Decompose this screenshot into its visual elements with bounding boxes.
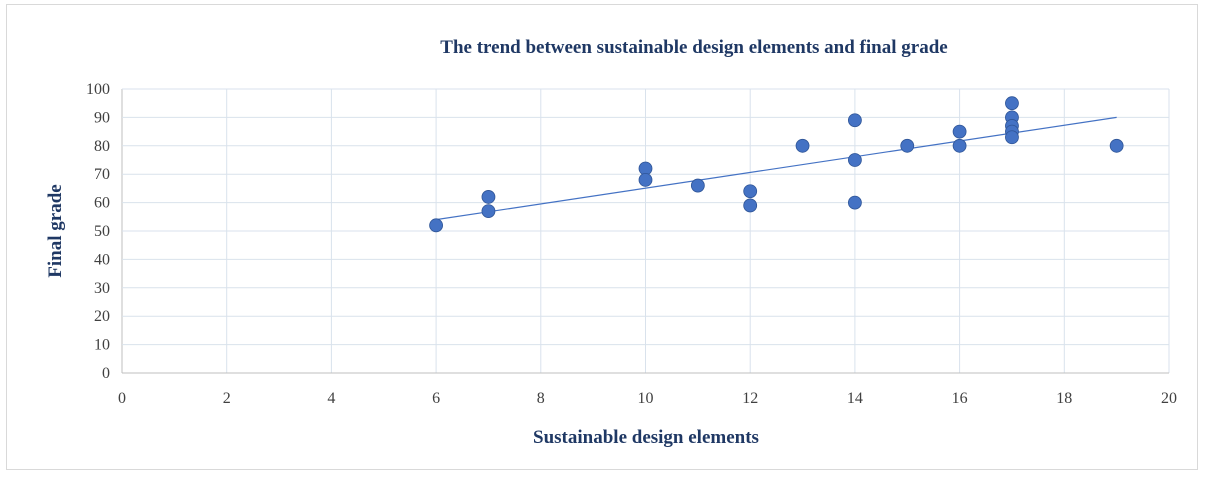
- y-tick-label: 10: [94, 337, 110, 354]
- x-tick-label: 0: [118, 390, 126, 407]
- data-point: [848, 153, 862, 167]
- data-point: [638, 172, 653, 187]
- x-tick-label: 14: [847, 390, 863, 407]
- trendline-layer: [436, 116, 1117, 221]
- x-axis-title: Sustainable design elements: [533, 427, 759, 448]
- y-tick-label: 0: [102, 365, 110, 382]
- x-tick-label: 2: [223, 390, 231, 407]
- data-point: [795, 138, 810, 153]
- data-point: [429, 218, 444, 233]
- data-point: [900, 138, 915, 153]
- y-tick-label: 40: [94, 251, 110, 268]
- x-tick-label: 4: [327, 390, 335, 407]
- data-points: [429, 96, 1124, 233]
- x-tick-label: 8: [537, 390, 545, 407]
- chart-frame: [6, 4, 1198, 470]
- y-tick-label: 60: [94, 195, 110, 212]
- data-point: [1005, 130, 1019, 145]
- data-point: [690, 178, 705, 193]
- data-point: [1109, 138, 1124, 153]
- y-tick-label: 80: [94, 138, 110, 155]
- y-tick-label: 70: [94, 166, 110, 183]
- data-point: [848, 113, 862, 128]
- y-tick-label: 30: [94, 280, 110, 297]
- data-point: [1005, 96, 1019, 111]
- trendline: [436, 116, 1117, 221]
- data-point: [952, 138, 967, 153]
- data-point: [743, 198, 758, 213]
- y-tick-label: 20: [94, 308, 110, 325]
- x-axis-ticks: 0 2 4 6 8 10 12 14 16 18 20: [118, 390, 1177, 407]
- x-tick-label: 20: [1161, 390, 1177, 407]
- data-point: [848, 195, 862, 210]
- y-axis-ticks: 0 10 20 30 40 50 60 70 80 90 100: [86, 81, 110, 382]
- y-tick-label: 90: [94, 109, 110, 126]
- x-tick-label: 16: [952, 390, 968, 407]
- x-tick-label: 18: [1056, 390, 1072, 407]
- x-tick-label: 10: [638, 390, 654, 407]
- data-point: [952, 124, 967, 139]
- chart-title: The trend between sustainable design ele…: [440, 37, 947, 58]
- x-tick-label: 6: [432, 390, 440, 407]
- y-axis-title: Final grade: [45, 184, 66, 277]
- x-tick-label: 12: [742, 390, 758, 407]
- data-point: [481, 190, 496, 204]
- data-point: [743, 184, 758, 199]
- y-tick-label: 50: [94, 223, 110, 240]
- y-tick-label: 100: [86, 81, 110, 98]
- data-point: [481, 204, 496, 219]
